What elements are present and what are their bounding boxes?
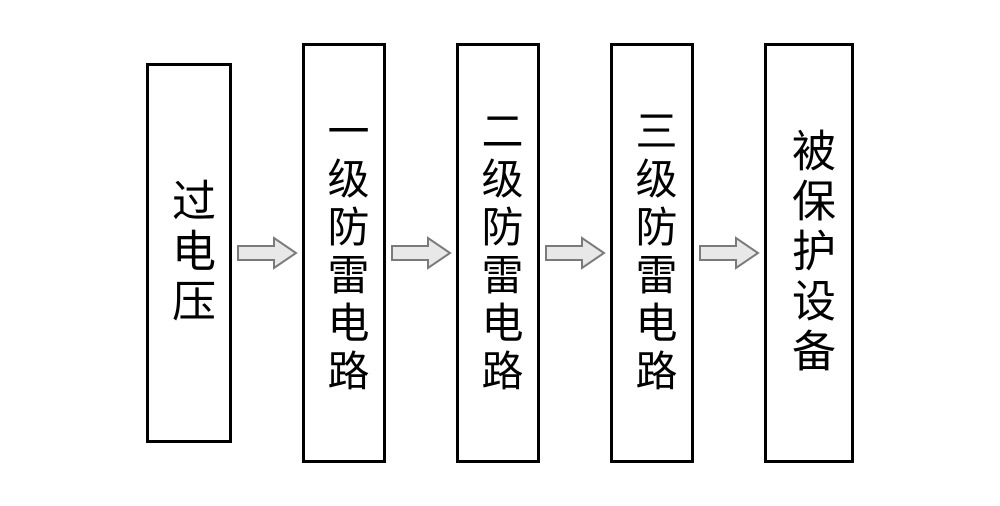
flowchart-container: 过电压 一级防雷电路 二级防雷电路 三级防雷电路 被保护设备 [146, 43, 854, 463]
node-overvoltage: 过电压 [146, 63, 232, 443]
arrow-icon [544, 235, 606, 271]
node-stage3: 三级防雷电路 [610, 43, 694, 463]
arrow-shape [546, 238, 604, 268]
arrow-icon [698, 235, 760, 271]
node-protected-device: 被保护设备 [764, 43, 854, 463]
node-label: 被保护设备 [787, 128, 831, 378]
node-label: 过电压 [167, 178, 211, 328]
node-label: 一级防雷电路 [323, 109, 365, 397]
node-label: 三级防雷电路 [631, 109, 673, 397]
node-stage2: 二级防雷电路 [456, 43, 540, 463]
arrow-icon [236, 235, 298, 271]
node-stage1: 一级防雷电路 [302, 43, 386, 463]
arrow-icon [390, 235, 452, 271]
node-label: 二级防雷电路 [477, 109, 519, 397]
arrow-shape [392, 238, 450, 268]
arrow-shape [238, 238, 296, 268]
arrow-shape [700, 238, 758, 268]
